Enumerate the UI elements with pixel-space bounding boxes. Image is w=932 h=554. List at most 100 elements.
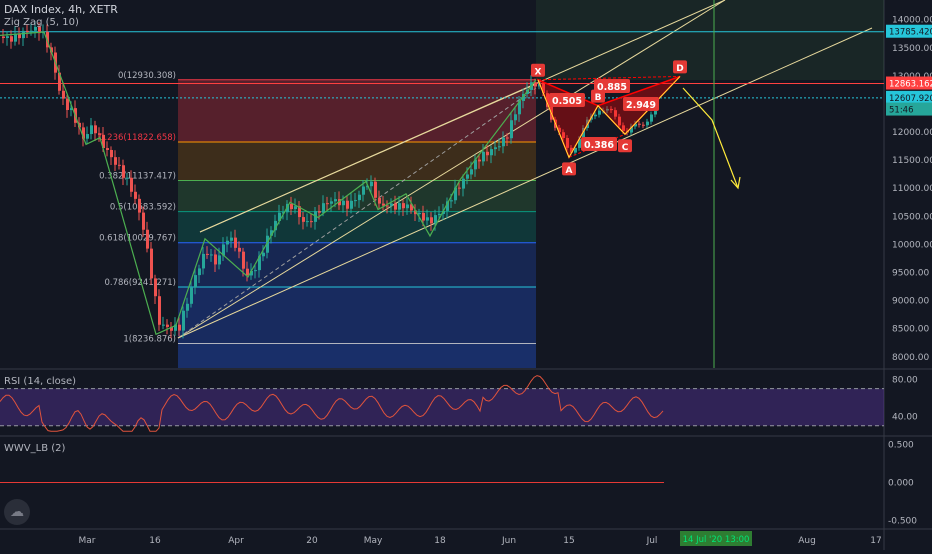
candle-body [546, 93, 549, 107]
channel-median [177, 87, 537, 339]
candle-body [122, 165, 125, 178]
candle-body [566, 137, 569, 148]
wwv-tick-label: -0.500 [888, 516, 917, 526]
candle-body [490, 149, 493, 156]
candle-body [418, 212, 421, 215]
candle-body [306, 221, 309, 223]
time-cursor-label: 14 Jul '20 13:00 [683, 535, 750, 545]
wwv-label: WWV_LB (2) [4, 443, 66, 454]
candle-body [178, 324, 181, 331]
candle-body [46, 31, 49, 48]
candle-body [366, 186, 369, 188]
candle-body [502, 137, 505, 147]
candle-body [330, 201, 333, 204]
candle-body [470, 169, 473, 175]
fib-label: 0.786(9241.271) [104, 278, 176, 288]
candle-body [426, 217, 429, 221]
rsi-band [0, 388, 884, 426]
candle-body [630, 126, 633, 133]
candle-body [358, 194, 361, 201]
candle-body [118, 164, 121, 166]
candle-body [290, 203, 293, 210]
candle-body [402, 203, 405, 209]
time-tick-label: May [364, 536, 383, 546]
time-tick-label: Aug [798, 536, 816, 546]
candle-body [206, 253, 209, 255]
candle-body [170, 326, 173, 331]
candle-body [618, 116, 621, 126]
candle-body [10, 36, 13, 42]
candle-body [138, 198, 141, 213]
candle-body [518, 100, 521, 115]
candle-body [570, 147, 573, 153]
candle-body [578, 139, 581, 148]
harmonic-point-badge [618, 139, 632, 153]
candle-body [526, 89, 529, 94]
harmonic-ratio-badge [594, 79, 630, 93]
candle-body [650, 114, 653, 122]
wwv-tick-label: 0.000 [888, 479, 914, 489]
candle-body [166, 324, 169, 327]
candle-body [642, 124, 645, 126]
candle-body [386, 205, 389, 207]
projection-arrow [682, 87, 739, 189]
fib-label: 0(12930.308) [118, 71, 176, 81]
candle-body [230, 237, 233, 241]
candle-body [414, 210, 417, 215]
time-tick-label: 16 [149, 536, 161, 546]
price-tick-label: 12000.00 [892, 128, 932, 138]
price-label-text: 12607.920 [889, 94, 932, 104]
candle-body [126, 177, 129, 179]
candle-body [134, 191, 137, 199]
price-tick-label: 8000.00 [892, 353, 929, 363]
candle-body [262, 252, 265, 257]
fib-label: 0.236(11822.658) [99, 133, 176, 143]
price-tick-label: 11000.00 [892, 184, 932, 194]
candle-body [154, 278, 157, 297]
candle-body [398, 203, 401, 210]
candle-body [190, 287, 193, 304]
candle-body [294, 206, 297, 210]
candle-body [482, 151, 485, 162]
candle-body [506, 137, 509, 139]
rsi-line [0, 375, 664, 432]
rsi-tick-label: 80.00 [892, 375, 918, 385]
time-tick-label: 18 [434, 536, 446, 546]
candle-body [558, 127, 561, 133]
projection-arrow-head [730, 176, 741, 190]
candle-body [14, 34, 17, 42]
price-tick-label: 8500.00 [892, 325, 929, 335]
candle-body [370, 181, 373, 187]
candle-body [454, 187, 457, 201]
candle-body [194, 275, 197, 288]
candle-body [486, 151, 489, 156]
channel-upper [177, 0, 726, 339]
candle-body [574, 147, 577, 153]
candle-body [298, 206, 301, 218]
zigzag-line [0, 31, 537, 336]
candle-body [442, 210, 445, 214]
time-tick-label: Jul [646, 536, 658, 546]
price-tick-label: 10000.00 [892, 240, 932, 250]
candle-body [34, 26, 37, 31]
candle-body [218, 255, 221, 265]
candle-body [238, 247, 241, 252]
candle-body [466, 174, 469, 179]
candle-body [6, 36, 9, 39]
candle-body [258, 256, 261, 271]
candle-body [30, 30, 33, 32]
candle-body [422, 212, 425, 221]
candle-body [210, 254, 213, 256]
candle-body [610, 108, 613, 111]
candle-body [62, 90, 65, 99]
price-tick-label: 9500.00 [892, 268, 929, 278]
fib-label: 0.618(10029.767) [99, 234, 176, 244]
candle-body [98, 133, 101, 135]
candle-body [622, 125, 625, 131]
harmonic-point-label: D [676, 64, 683, 74]
candle-body [106, 148, 109, 150]
candle-body [246, 268, 249, 276]
harmonic-path [537, 76, 681, 159]
